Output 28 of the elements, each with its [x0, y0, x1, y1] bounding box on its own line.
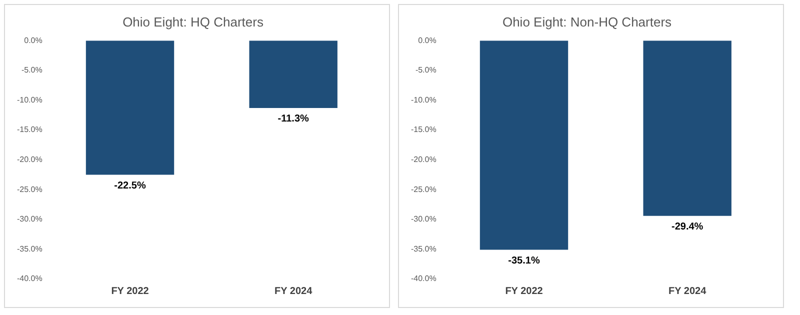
- y-tick-label: 0.0%: [24, 36, 42, 45]
- x-tick-label: FY 2024: [274, 286, 313, 297]
- y-tick-label: -15.0%: [16, 125, 42, 134]
- data-label: -29.4%: [671, 222, 704, 233]
- y-tick-label: -15.0%: [410, 125, 436, 134]
- y-tick-label: -30.0%: [410, 214, 436, 224]
- y-tick-label: 0.0%: [418, 36, 436, 45]
- y-tick-label: -20.0%: [410, 155, 436, 164]
- y-tick-label: -5.0%: [21, 66, 42, 75]
- y-tick-label: -35.0%: [16, 244, 42, 254]
- y-tick-label: -40.0%: [410, 274, 436, 284]
- data-label: -11.3%: [278, 114, 310, 125]
- data-label: -35.1%: [508, 256, 540, 267]
- y-tick-label: -10.0%: [410, 95, 436, 104]
- chart-title: Ohio Eight: Non-HQ Charters: [502, 14, 672, 30]
- y-tick-label: -5.0%: [415, 66, 436, 75]
- y-tick-label: -25.0%: [16, 184, 42, 194]
- y-tick-label: -25.0%: [410, 184, 436, 194]
- y-tick-label: -30.0%: [16, 214, 42, 224]
- y-tick-label: -20.0%: [16, 155, 42, 164]
- chart-title: Ohio Eight: HQ Charters: [122, 14, 264, 30]
- x-tick-label: FY 2022: [505, 286, 544, 297]
- y-tick-label: -35.0%: [410, 244, 436, 254]
- x-tick-label: FY 2024: [668, 286, 707, 297]
- y-tick-label: -10.0%: [16, 95, 42, 104]
- data-label: -22.5%: [114, 180, 146, 192]
- y-tick-label: -40.0%: [16, 274, 42, 284]
- x-tick-label: FY 2022: [111, 286, 150, 297]
